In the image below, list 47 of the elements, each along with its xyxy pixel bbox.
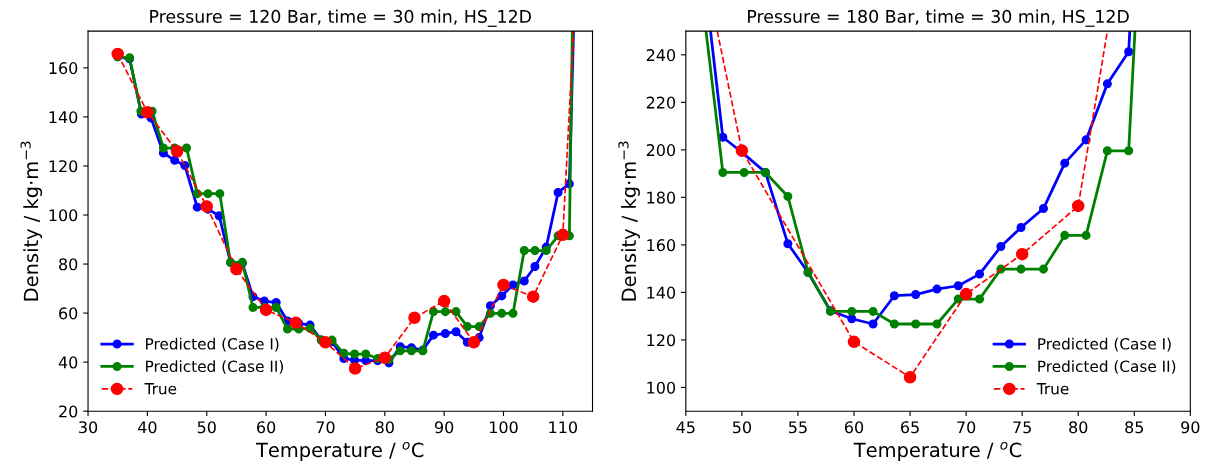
x-tick-label: 80 bbox=[1069, 421, 1088, 434]
x-tick-label: 40 bbox=[138, 421, 157, 434]
y-tick-label: 140 bbox=[647, 286, 676, 299]
x-tick-label: 50 bbox=[197, 421, 216, 434]
x-tick-label: 55 bbox=[789, 421, 807, 434]
x-axis-title: Temperature / $^{o}$C bbox=[853, 441, 1022, 462]
x-tick-label: 70 bbox=[957, 421, 976, 434]
x-tick-label: 75 bbox=[1013, 421, 1031, 434]
y-tick-label: 100 bbox=[49, 209, 78, 222]
legend-label: Predicted (Case I) bbox=[1038, 337, 1171, 352]
chart-title: Pressure = 120 Bar, time = 30 min, HS_12D bbox=[150, 9, 531, 27]
y-tick-label: 120 bbox=[49, 160, 78, 173]
legend-label: True bbox=[1036, 383, 1069, 395]
x-tick-label: 60 bbox=[844, 421, 864, 434]
x-tick-label: 65 bbox=[901, 421, 919, 434]
y-tick-label: 160 bbox=[49, 62, 78, 75]
legend-label: True bbox=[144, 383, 177, 395]
y-tick-label: 200 bbox=[646, 144, 676, 157]
y-tick-label: 60 bbox=[59, 307, 78, 320]
x-tick-label: 85 bbox=[1125, 421, 1144, 434]
y-axis-title: Density / kg·m$^{−3}$ bbox=[618, 141, 640, 301]
chart-title: Pressure = 180 Bar, time = 30 min, HS_12D bbox=[748, 9, 1129, 27]
y-tick-label: 220 bbox=[646, 96, 676, 109]
x-tick-label: 30 bbox=[79, 421, 98, 434]
x-tick-label: 90 bbox=[434, 421, 454, 434]
x-tick-label: 60 bbox=[257, 421, 276, 434]
x-tick-label: 70 bbox=[316, 421, 335, 434]
legend-label: Predicted (Case II) bbox=[1038, 360, 1176, 374]
x-tick-label: 50 bbox=[732, 421, 751, 434]
x-tick-label: 90 bbox=[1181, 421, 1200, 434]
x-tick-label: 110 bbox=[549, 421, 578, 434]
y-tick-label: 180 bbox=[647, 191, 676, 204]
y-tick-label: 160 bbox=[647, 239, 676, 252]
x-tick-label: 80 bbox=[375, 421, 394, 434]
y-tick-label: 100 bbox=[647, 381, 676, 394]
y-tick-label: 140 bbox=[49, 111, 78, 124]
y-tick-label: 120 bbox=[647, 334, 676, 347]
y-tick-label: 80 bbox=[59, 258, 78, 271]
y-axis-title: Density / kg·m$^{−3}$ bbox=[20, 141, 43, 301]
y-tick-label: 240 bbox=[646, 49, 676, 62]
legend-label: Predicted (Case I) bbox=[146, 337, 279, 352]
x-tick-label: 100 bbox=[490, 421, 518, 434]
y-tick-label: 40 bbox=[58, 356, 78, 369]
x-tick-label: 45 bbox=[676, 421, 695, 434]
legend-label: Predicted (Case II) bbox=[146, 360, 283, 374]
y-tick-label: 20 bbox=[59, 405, 78, 418]
x-axis-title: Temperature / $^{o}$C bbox=[255, 441, 424, 462]
